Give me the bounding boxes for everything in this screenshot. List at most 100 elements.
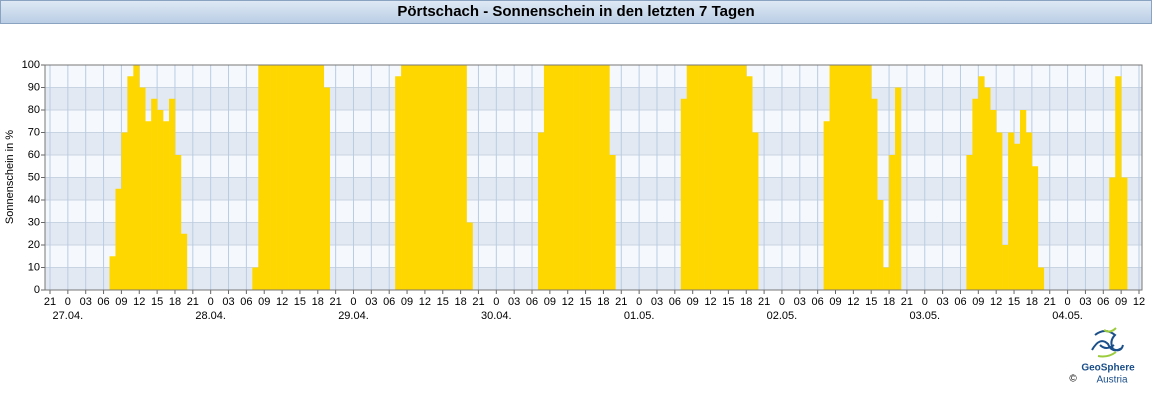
x-tick-label: 03	[365, 296, 377, 308]
bar	[603, 65, 610, 290]
bar	[746, 76, 753, 290]
x-tick-label: 0	[1065, 296, 1071, 308]
bar	[264, 65, 271, 290]
bar	[1109, 177, 1116, 290]
x-tick-label: 03	[80, 296, 92, 308]
bar	[311, 65, 319, 290]
bar	[692, 65, 699, 290]
bar	[573, 65, 580, 290]
x-tick-label: 06	[1097, 296, 1109, 308]
bar	[895, 87, 902, 290]
x-tick-label: 09	[1115, 296, 1127, 308]
date-label: 03.05.	[909, 310, 940, 322]
bar	[853, 65, 860, 290]
bar	[889, 155, 896, 290]
x-tick-label: 15	[151, 296, 163, 308]
x-tick-label: 15	[579, 296, 591, 308]
bar	[996, 132, 1003, 290]
bar	[157, 110, 164, 290]
bar	[561, 65, 569, 290]
x-tick-label: 06	[240, 296, 252, 308]
x-tick-label: 21	[615, 296, 627, 308]
bar	[835, 65, 842, 290]
bar	[728, 65, 735, 290]
bar	[978, 76, 985, 290]
bar	[597, 65, 604, 290]
y-tick-label: 60	[28, 149, 40, 161]
x-tick-label: 0	[65, 296, 71, 308]
date-label: 01.05.	[624, 310, 655, 322]
bar	[1121, 177, 1128, 290]
bar	[829, 65, 836, 290]
bar	[127, 76, 134, 290]
bar	[984, 87, 991, 290]
logo-name: GeoSphere	[1081, 363, 1135, 374]
date-label: 04.05.	[1052, 310, 1083, 322]
x-tick-label: 12	[276, 296, 288, 308]
date-label: 27.04.	[53, 310, 84, 322]
x-tick-label: 18	[454, 296, 466, 308]
logo-sub: Austria	[1096, 375, 1128, 386]
bar	[151, 98, 158, 290]
bar	[395, 76, 402, 290]
bar	[442, 65, 450, 290]
chart-title: Pörtschach - Sonnenschein in den letzten…	[397, 3, 754, 20]
bar	[585, 65, 592, 290]
x-tick-label: 09	[401, 296, 413, 308]
bar	[609, 155, 616, 290]
bar	[847, 65, 854, 290]
x-tick-label: 03	[794, 296, 806, 308]
x-tick-label: 0	[350, 296, 356, 308]
bar	[323, 87, 330, 290]
bar	[871, 98, 878, 290]
bar	[133, 65, 140, 290]
bar	[680, 98, 688, 290]
bar	[145, 121, 152, 290]
bar	[859, 65, 866, 290]
bar	[436, 65, 444, 290]
x-tick-label: 06	[526, 296, 538, 308]
bar	[424, 65, 432, 290]
x-tick-label: 0	[922, 296, 928, 308]
x-tick-label: 21	[44, 296, 56, 308]
x-tick-label: 0	[493, 296, 499, 308]
x-tick-label: 03	[508, 296, 520, 308]
bar	[698, 65, 705, 290]
bar	[1031, 166, 1039, 290]
x-tick-label: 06	[669, 296, 681, 308]
bar	[1037, 267, 1045, 290]
x-tick-label: 18	[597, 296, 609, 308]
bar	[460, 65, 467, 290]
x-tick-label: 0	[779, 296, 785, 308]
bar	[1008, 132, 1015, 290]
y-tick-label: 50	[28, 171, 40, 183]
bar	[1019, 110, 1027, 290]
bar	[716, 65, 723, 290]
bar	[252, 267, 259, 290]
bar	[448, 65, 455, 290]
y-tick-label: 40	[28, 194, 40, 206]
bar	[258, 65, 265, 290]
plot-frame	[44, 64, 1143, 291]
bar	[877, 200, 884, 290]
bar	[579, 65, 586, 290]
bar	[1025, 132, 1033, 290]
bar	[430, 65, 438, 290]
date-label: 28.04.	[195, 310, 226, 322]
bar	[317, 65, 325, 290]
y-tick-label: 20	[28, 239, 40, 251]
x-tick-label: 21	[187, 296, 199, 308]
bar	[591, 65, 598, 290]
bar	[883, 267, 890, 290]
x-tick-label: 12	[704, 296, 716, 308]
x-tick-label: 09	[258, 296, 270, 308]
y-tick-label: 10	[28, 261, 40, 273]
bar	[990, 110, 997, 290]
logo-icon	[1091, 330, 1124, 352]
x-tick-label: 12	[562, 296, 574, 308]
date-label: 30.04.	[481, 310, 512, 322]
x-tick-label: 21	[758, 296, 770, 308]
bar	[549, 65, 557, 290]
bar	[1014, 143, 1021, 290]
x-tick-label: 21	[472, 296, 484, 308]
